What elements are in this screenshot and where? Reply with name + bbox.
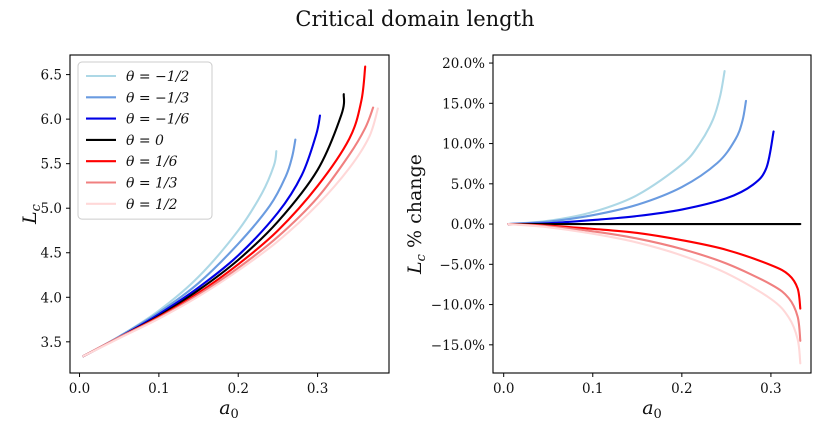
right-y-tick-label: −10.0%: [431, 298, 485, 314]
legend-label-7: θ = 1/2: [126, 197, 178, 213]
right-x-axis-label-sub: 0: [654, 407, 662, 422]
left-y-axis-label-sub: c: [29, 203, 44, 211]
right-y-axis-label: Lc % change: [404, 154, 429, 275]
left-y-ticks: 3.5 4.0 4.5 5.0 5.5 6.0 6.5: [41, 68, 70, 351]
left-y-tick-label: 6.0: [41, 112, 62, 128]
right-y-tick-label: 15.0%: [442, 96, 485, 112]
right-y-tick-label: −15.0%: [431, 338, 485, 354]
right-x-tick-label: 0.0: [493, 381, 514, 397]
legend-label-2: θ = −1/3: [126, 90, 189, 106]
left-y-tick-label: 6.5: [41, 68, 62, 84]
right-y-tick-label: −5.0%: [439, 257, 485, 273]
right-series-line-3: [507, 130, 775, 226]
right-series-line-1: [507, 70, 726, 226]
right-y-tick-label: 5.0%: [451, 177, 485, 193]
right-x-axis-label: a0: [642, 397, 662, 422]
left-series-layer: [82, 65, 379, 358]
right-y-tick-label: 0.0%: [451, 217, 485, 233]
right-series-line-5: [507, 223, 802, 310]
right-series-layer: [507, 70, 802, 365]
left-y-tick-label: 4.5: [41, 246, 62, 262]
left-series-line-7: [82, 107, 379, 358]
right-x-ticks: 0.0 0.1 0.2 0.3: [493, 373, 782, 397]
left-x-axis-label-sub: 0: [231, 407, 239, 422]
right-y-tick-label: 20.0%: [442, 56, 485, 72]
left-x-tick-label: 0.2: [227, 381, 248, 397]
right-y-axis-label-sub: c: [414, 253, 429, 261]
legend: θ = −1/2 θ = −1/3 θ = −1/6 θ = 0 θ = 1/6 θ = …: [77, 61, 213, 220]
left-y-axis-label: Lc: [19, 203, 44, 225]
right-y-tick-label: 10.0%: [442, 137, 485, 153]
legend-label-3: θ = −1/6: [126, 112, 189, 128]
right-series-line-6: [507, 223, 802, 342]
left-x-tick-label: 0.3: [307, 381, 328, 397]
left-y-tick-label: 4.0: [41, 290, 62, 306]
legend-label-5: θ = 1/6: [126, 154, 178, 170]
right-series-line-7: [507, 223, 802, 365]
left-y-tick-label: 5.5: [41, 157, 62, 173]
legend-label-1: θ = −1/2: [126, 69, 189, 85]
right-x-tick-label: 0.1: [582, 381, 603, 397]
legend-label-4: θ = 0: [126, 133, 164, 149]
legend-box: [77, 61, 213, 220]
left-x-axis-label: a0: [219, 397, 239, 422]
left-y-tick-label: 5.0: [41, 201, 62, 217]
legend-label-6: θ = 1/3: [126, 176, 178, 192]
left-x-tick-label: 0.1: [148, 381, 169, 397]
right-y-ticks: −15.0% −10.0% −5.0% 0.0% 5.0% 10.0% 15.0% 20.0%: [431, 56, 493, 354]
left-panel: 0.0 0.1 0.2 0.3 3.5 4.0 4.5 5.0 5.5 6.0 6.5 θ = −…: [19, 54, 390, 422]
left-y-tick-label: 3.5: [41, 335, 62, 351]
right-series-line-2: [507, 99, 748, 226]
left-x-ticks: 0.0 0.1 0.2 0.3: [69, 373, 328, 397]
right-y-axis-label-rest: % change: [404, 154, 426, 254]
right-x-tick-label: 0.3: [760, 381, 781, 397]
figure-title: Critical domain length: [295, 7, 534, 31]
right-panel: 0.0 0.1 0.2 0.3 −15.0% −10.0% −5.0% 0.0% 5.0% 10…: [404, 54, 812, 422]
left-x-tick-label: 0.0: [69, 381, 90, 397]
right-x-tick-label: 0.2: [671, 381, 692, 397]
